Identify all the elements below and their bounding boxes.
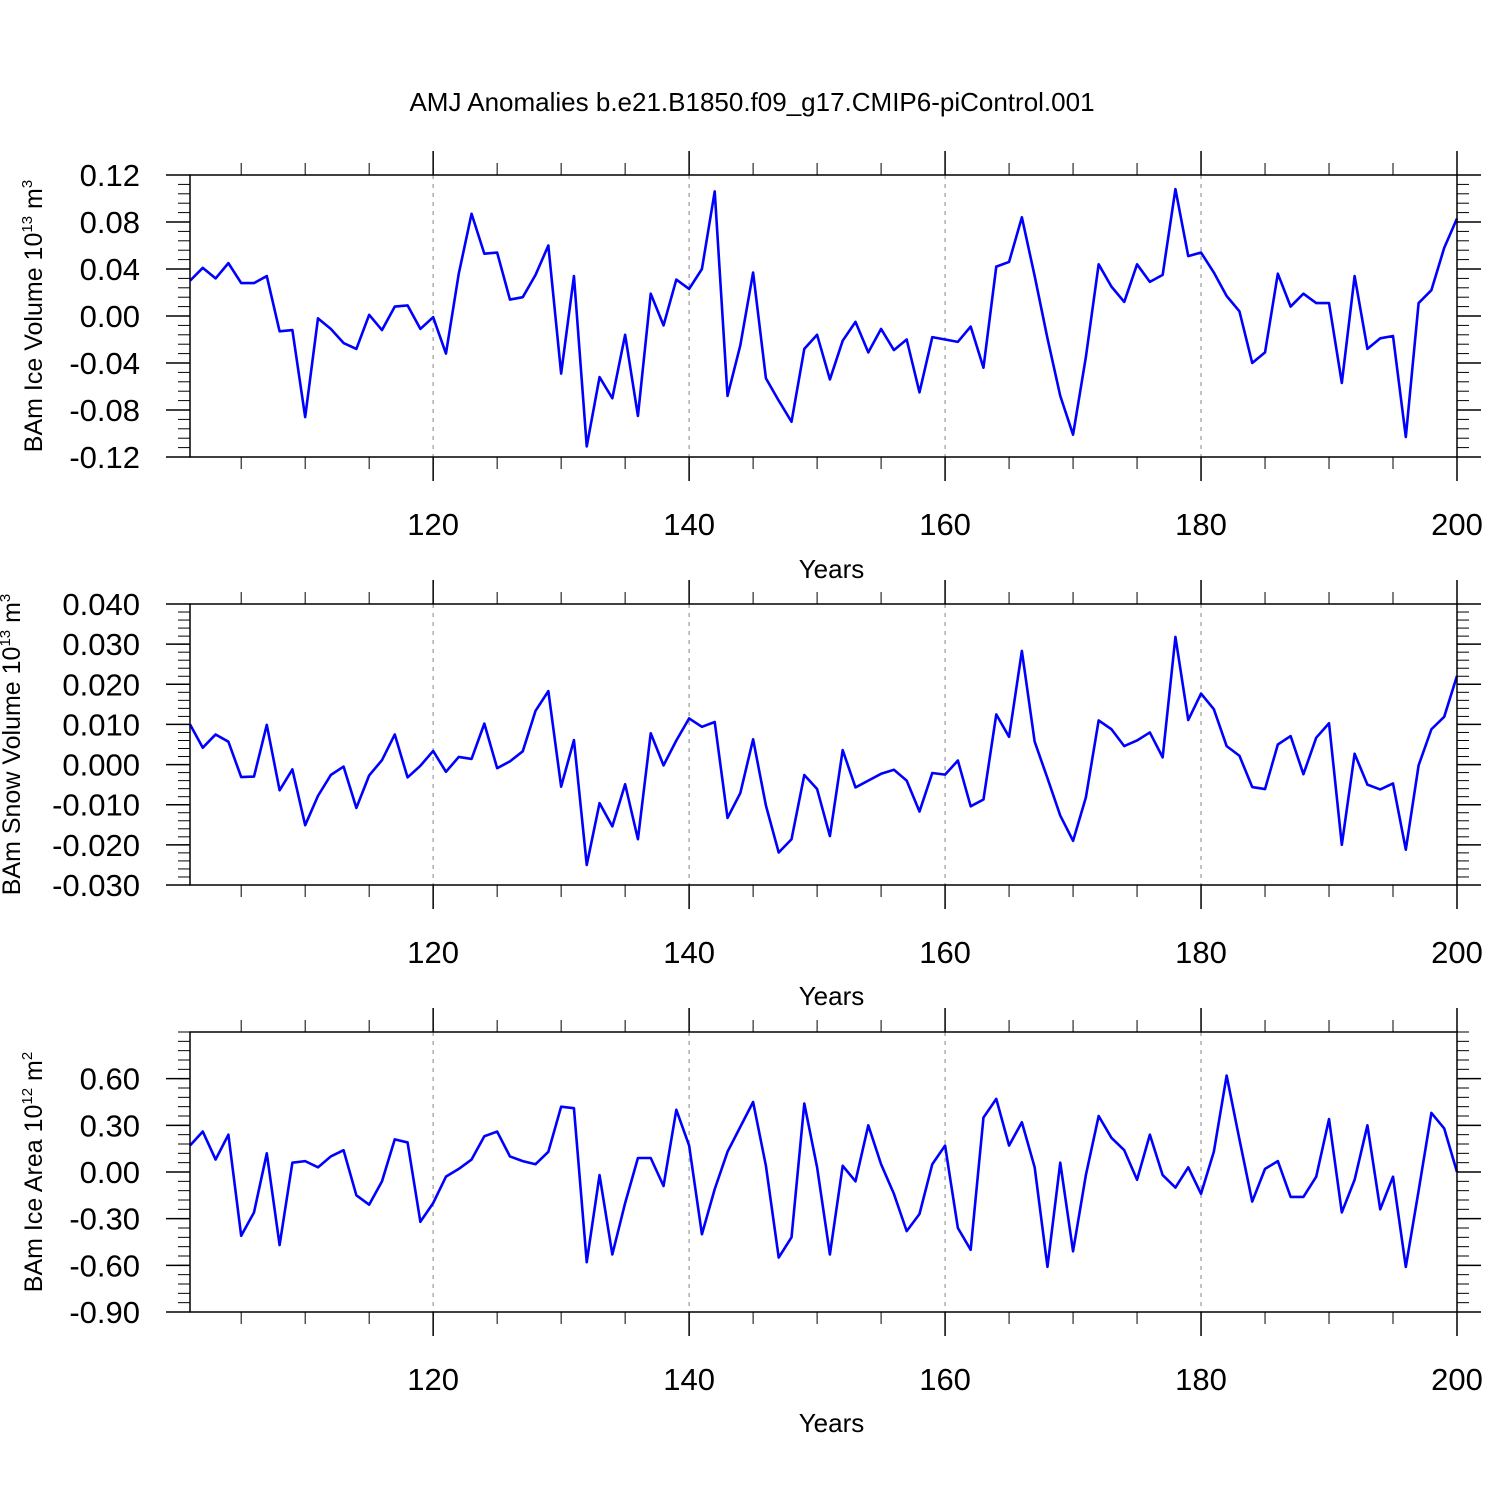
y-axis-label-exponent: 13 xyxy=(19,216,36,233)
x-tick-label: 140 xyxy=(663,507,715,542)
x-tick-label: 120 xyxy=(407,1362,459,1397)
x-tick-label: 120 xyxy=(407,507,459,542)
y-tick-label: -0.60 xyxy=(69,1248,140,1283)
x-axis-label: Years xyxy=(799,554,865,584)
panels-group: 120 140 160 180 200 -0.12 -0.08 -0.04 0.00 0.04 0.… xyxy=(0,151,1483,1438)
x-tick-label: 140 xyxy=(663,935,715,970)
x-axis-label: Years xyxy=(799,981,865,1011)
y-axis-label-unit: m xyxy=(20,1060,48,1088)
plot-frame xyxy=(189,603,1458,886)
y-axis-label-unit-exponent: 3 xyxy=(19,180,36,188)
x-tick-label: 180 xyxy=(1175,507,1227,542)
y-tick-label: -0.030 xyxy=(52,868,140,903)
y-tick-label: 0.040 xyxy=(62,587,140,622)
y-axis-label-unit-exponent: 2 xyxy=(19,1052,36,1060)
y-axis-label: BAm Ice Area 1012 m2 xyxy=(19,1052,48,1292)
x-tick-label: 200 xyxy=(1431,507,1483,542)
chart-panel-3: 120 140 160 180 200 -0.90 -0.60 -0.30 0.00 0.30 0.… xyxy=(19,1008,1483,1438)
y-axis-label-text: BAm Snow Volume 10 xyxy=(0,647,26,896)
y-tick-label: 0.04 xyxy=(80,252,140,287)
x-tick-label: 120 xyxy=(407,935,459,970)
y-tick-label: 0.000 xyxy=(62,748,140,783)
x-tick-label: 200 xyxy=(1431,935,1483,970)
y-tick-label: -0.90 xyxy=(69,1295,140,1330)
y-tick-label: 0.12 xyxy=(80,158,140,193)
x-axis-label: Years xyxy=(799,1408,865,1438)
y-tick-label: -0.12 xyxy=(69,440,140,475)
y-tick-label: -0.04 xyxy=(69,346,140,381)
y-axis-label: BAm Ice Volume 1013 m3 xyxy=(19,180,48,452)
chart-panel-1: 120 140 160 180 200 -0.12 -0.08 -0.04 0.00 0.04 0.… xyxy=(19,151,1483,584)
y-axis-label-text: BAm Ice Volume 10 xyxy=(20,233,48,453)
chart-title: AMJ Anomalies b.e21.B1850.f09_g17.CMIP6-… xyxy=(409,87,1094,117)
y-tick-label: 0.030 xyxy=(62,627,140,662)
data-series-line xyxy=(189,1074,1459,1269)
y-tick-label: -0.08 xyxy=(69,393,140,428)
x-tick-label: 140 xyxy=(663,1362,715,1397)
y-tick-label: 0.08 xyxy=(80,205,140,240)
y-tick-label: -0.020 xyxy=(52,828,140,863)
y-tick-label: -0.010 xyxy=(52,788,140,823)
y-tick-label: -0.30 xyxy=(69,1202,140,1237)
y-axis-label-unit: m xyxy=(20,188,48,216)
y-tick-label: 0.00 xyxy=(80,299,140,334)
y-tick-label: 0.020 xyxy=(62,667,140,702)
x-tick-label: 160 xyxy=(919,1362,971,1397)
chart-panel-2: 120 140 160 180 200 -0.030 -0.020 -0.010 0.000 0.… xyxy=(0,580,1483,1011)
data-series-line xyxy=(189,187,1459,448)
y-axis-label-exponent: 13 xyxy=(0,630,14,647)
y-tick-label: 0.30 xyxy=(80,1108,140,1143)
y-tick-label: 0.60 xyxy=(80,1062,140,1097)
x-tick-label: 160 xyxy=(919,507,971,542)
y-axis-label-unit: m xyxy=(0,602,26,630)
x-tick-label: 180 xyxy=(1175,935,1227,970)
y-tick-label: 0.00 xyxy=(80,1155,140,1190)
y-axis-label-exponent: 12 xyxy=(19,1088,36,1105)
x-tick-label: 180 xyxy=(1175,1362,1227,1397)
plot-frame xyxy=(189,1031,1458,1313)
x-tick-label: 160 xyxy=(919,935,971,970)
plot-frame xyxy=(189,174,1458,458)
data-series-line xyxy=(188,635,1459,867)
y-axis-label-unit-exponent: 3 xyxy=(0,594,14,602)
y-axis-label-text: BAm Ice Area 10 xyxy=(20,1105,48,1293)
y-tick-label: 0.010 xyxy=(62,707,140,742)
y-axis-label: BAm Snow Volume 1013 m3 xyxy=(0,594,26,896)
x-tick-label: 200 xyxy=(1431,1362,1483,1397)
